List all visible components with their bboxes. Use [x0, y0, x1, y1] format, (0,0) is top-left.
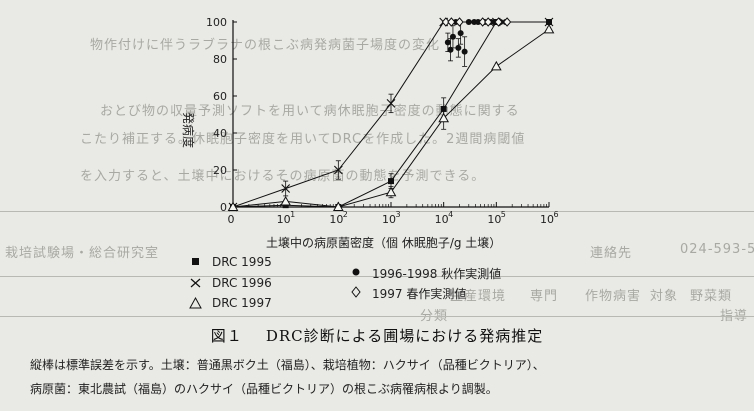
- x-tick-exponent: 5: [501, 210, 506, 219]
- legend-label: 1997 春作実測値: [372, 287, 467, 301]
- y-tick-label: 60: [213, 90, 227, 103]
- bg-rule: [0, 276, 754, 277]
- data-point: [388, 178, 394, 185]
- data-point: [281, 184, 291, 193]
- bg-text: こたり補正する。休眠胞子密度を用いてDRCを作成した。2週間病閾値: [80, 132, 526, 147]
- y-tick-label: 100: [206, 16, 227, 29]
- open-diamond-icon: [351, 286, 361, 298]
- bg-text: 連絡先: [590, 246, 633, 261]
- figure-title: DRC診断による圃場における発病推定: [265, 327, 544, 345]
- data-point: [494, 17, 503, 27]
- y-tick-label: 0: [220, 201, 227, 214]
- data-point: [444, 39, 451, 46]
- x-tick-exponent: 4: [448, 210, 453, 219]
- bg-text: 物作付けに伴うラブラナの根こぶ病発病菌子場度の変化: [90, 38, 441, 53]
- x-tick-exponent: 6: [553, 210, 558, 219]
- data-point: [465, 19, 472, 25]
- bg-text: 024-593-593: [680, 242, 754, 257]
- bg-text: おとび物の収量予測ソフトを用いて病休眠胞子密度の動態に関する: [100, 104, 520, 119]
- data-point: [457, 30, 464, 37]
- figure-note: 病原菌：東北農試（福島）のハクサイ（品種ビクトリア）の根こぶ病罹病根より調製。: [30, 382, 498, 396]
- data-point: [461, 48, 468, 55]
- data-point: [386, 99, 396, 108]
- data-point: [478, 17, 487, 27]
- x-axis-label: 土壌中の病原菌密度（個 休眠胞子/g 土壌）: [266, 236, 502, 250]
- x-tick-label: 10: [329, 213, 343, 226]
- data-point: [227, 201, 239, 211]
- data-point: [332, 201, 344, 211]
- x-tick-label: 10: [435, 213, 449, 226]
- bg-rule: [0, 316, 754, 317]
- legend-label: 1996-1998 秋作実測値: [372, 267, 502, 281]
- bg-text: を入力すると、土壌中におけるその病原菌の動態を予測できる。: [80, 169, 486, 184]
- data-point: [449, 33, 456, 40]
- open-triangle-icon: [189, 296, 202, 309]
- x-tick-exponent: 2: [343, 210, 348, 219]
- x-tick-label: 10: [382, 213, 396, 226]
- data-point: [441, 17, 451, 27]
- bg-text: 専門: [530, 289, 559, 304]
- data-point: [455, 44, 462, 51]
- data-point: [475, 19, 482, 25]
- chart-error-bars: [283, 21, 468, 199]
- data-point: [502, 17, 512, 27]
- bg-rule: [0, 211, 754, 212]
- x-tick-label: 0: [228, 213, 235, 226]
- y-tick-label: 20: [213, 164, 227, 177]
- bg-text: 野菜類: [690, 289, 733, 304]
- bg-text: 栽培試験場・総合研究室: [5, 246, 160, 261]
- figure-label: 図１: [210, 327, 243, 345]
- bg-text: 作物病害: [585, 289, 642, 304]
- y-tick-label: 40: [213, 127, 227, 140]
- data-point: [385, 186, 397, 197]
- figure-caption: 図１ DRC診断による圃場における発病推定: [0, 325, 754, 346]
- data-point: [544, 17, 554, 27]
- x-tick-exponent: 3: [395, 210, 400, 219]
- data-point: [455, 17, 464, 27]
- filled-square-icon: [192, 258, 199, 265]
- legend-label: DRC 1995: [212, 255, 272, 269]
- cross-icon: [190, 278, 201, 288]
- x-tick-label: 10: [540, 213, 554, 226]
- y-axis-label: 発病度: [181, 112, 196, 148]
- legend-label: DRC 1997: [212, 296, 272, 310]
- data-point: [490, 60, 502, 71]
- chart-markers: [227, 17, 555, 212]
- x-tick-exponent: 1: [290, 210, 295, 219]
- legend-label: DRC 1996: [212, 276, 272, 290]
- data-point: [543, 23, 555, 34]
- data-point: [440, 105, 447, 112]
- data-point: [484, 17, 493, 27]
- bg-text: 生産環境: [450, 289, 507, 304]
- y-tick-label: 80: [213, 53, 227, 66]
- x-tick-label: 10: [277, 213, 291, 226]
- figure-note: 縦棒は標準誤差を示す。土壌：普通黒ボク土（福島）、栽培植物：ハクサイ（品種ビクト…: [30, 358, 545, 372]
- data-point: [280, 195, 292, 206]
- filled-circle-icon: [352, 268, 360, 276]
- x-tick-label: 10: [487, 213, 501, 226]
- data-point: [333, 165, 343, 175]
- data-point: [447, 17, 456, 27]
- data-point: [447, 46, 454, 53]
- bg-text: 対象: [650, 289, 679, 304]
- data-point: [438, 112, 450, 123]
